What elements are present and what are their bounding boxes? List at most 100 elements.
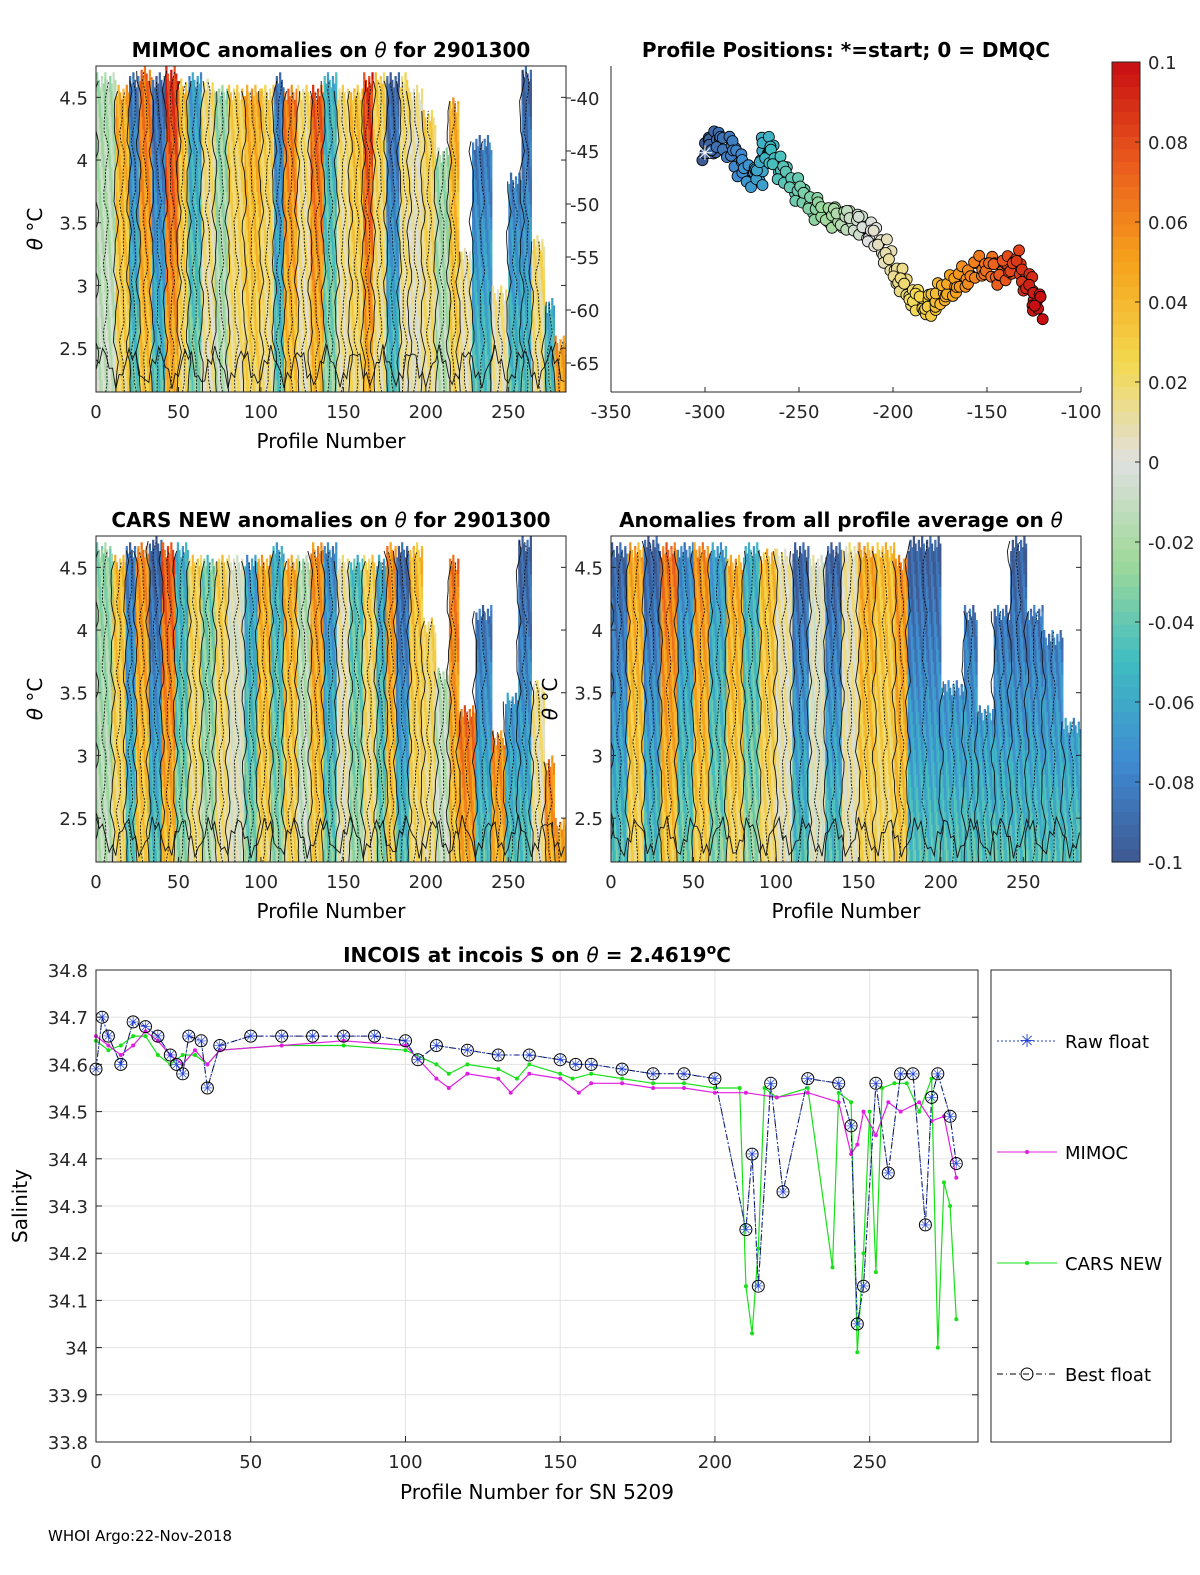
heat-cell	[270, 128, 274, 142]
heat-cell	[161, 316, 165, 330]
heat-cell	[313, 141, 316, 155]
heat-cell	[158, 153, 161, 167]
heat-cell	[152, 291, 155, 305]
heat-cell	[407, 103, 410, 117]
heat-cell	[407, 254, 410, 268]
heat-cell	[341, 116, 344, 130]
heat-cell	[292, 254, 295, 268]
heat-cell	[209, 354, 213, 368]
heat-cell	[382, 78, 386, 92]
heat-cell	[251, 141, 254, 155]
heat-cell	[252, 254, 255, 268]
heat-cell	[326, 78, 330, 92]
heat-cell	[112, 166, 115, 180]
heat-cell	[218, 166, 221, 180]
heat-cell	[346, 203, 349, 218]
heat-cell	[300, 229, 303, 243]
heat-cell	[180, 128, 183, 142]
heat-cell	[163, 366, 166, 381]
heat-cell	[198, 91, 201, 105]
heat-cell	[176, 91, 180, 105]
heat-cell	[282, 354, 285, 368]
heat-cell	[297, 329, 300, 343]
heat-cell	[198, 329, 201, 343]
heat-cell	[318, 96, 321, 105]
heat-cell	[96, 191, 99, 205]
heat-cell	[112, 203, 115, 218]
heat-cell	[356, 91, 359, 105]
heat-cell	[255, 178, 259, 192]
heat-cell	[137, 291, 140, 305]
heat-cell	[330, 87, 333, 92]
heat-cell	[312, 266, 315, 280]
heat-cell	[424, 266, 427, 280]
heat-cell	[137, 254, 140, 268]
heat-cell	[119, 366, 122, 381]
heat-cell	[407, 229, 410, 243]
heat-cell	[376, 354, 379, 368]
heat-cell	[208, 128, 211, 142]
heat-cell	[148, 69, 152, 80]
heat-cell	[378, 203, 381, 218]
heat-cell	[185, 279, 188, 293]
heat-cell	[288, 128, 292, 142]
heat-cell	[386, 141, 389, 155]
heat-cell	[308, 166, 311, 180]
heat-cell	[190, 241, 193, 255]
heat-cell	[247, 166, 250, 180]
heat-cell	[219, 178, 222, 192]
heat-cell	[232, 116, 236, 130]
heat-cell	[229, 92, 232, 105]
heat-cell	[140, 329, 143, 343]
heat-cell	[112, 72, 115, 80]
heat-cell	[239, 316, 242, 330]
heat-cell	[399, 291, 402, 305]
heat-cell	[181, 153, 184, 167]
heat-cell	[417, 354, 420, 368]
heat-cell	[191, 166, 194, 180]
heat-cell	[153, 379, 156, 392]
heat-cell	[419, 116, 422, 130]
heat-cell	[194, 178, 198, 192]
heat-cell	[284, 116, 287, 130]
heat-cell	[236, 366, 239, 381]
heat-cell	[150, 91, 153, 105]
heat-cell	[157, 178, 160, 192]
heat-cell	[279, 178, 282, 192]
heat-cell	[407, 141, 410, 155]
heat-cell	[401, 216, 404, 230]
heat-cell	[340, 304, 343, 318]
heat-cell	[143, 203, 147, 218]
heat-cell	[107, 254, 110, 268]
heat-cell	[190, 366, 193, 381]
heat-cell	[391, 216, 394, 230]
heat-cell	[381, 91, 384, 105]
heat-cell	[236, 103, 239, 117]
heat-cell	[96, 304, 99, 318]
heat-cell	[120, 266, 123, 280]
heat-cell	[412, 203, 415, 218]
heat-cell	[274, 379, 277, 392]
heat-cell	[218, 341, 221, 355]
heat-cell	[104, 304, 107, 318]
heat-cell	[251, 379, 254, 392]
heat-cell	[176, 153, 180, 167]
heat-cell	[373, 354, 376, 368]
heat-cell	[137, 304, 140, 318]
heat-cell	[109, 379, 112, 392]
heat-cell	[358, 354, 361, 368]
heat-cell	[338, 329, 341, 343]
heat-cell	[221, 266, 224, 280]
heat-cell	[345, 366, 348, 381]
heat-cell	[112, 316, 115, 330]
heat-cell	[176, 316, 180, 330]
heat-cell	[247, 229, 250, 243]
heat-cell	[100, 78, 104, 92]
heat-cell	[330, 128, 333, 142]
heat-cell	[255, 354, 259, 368]
heat-cell	[224, 254, 227, 268]
heat-cell	[209, 254, 213, 268]
heat-cell	[345, 116, 348, 130]
heat-cell	[247, 153, 250, 167]
heat-cell	[389, 229, 392, 243]
